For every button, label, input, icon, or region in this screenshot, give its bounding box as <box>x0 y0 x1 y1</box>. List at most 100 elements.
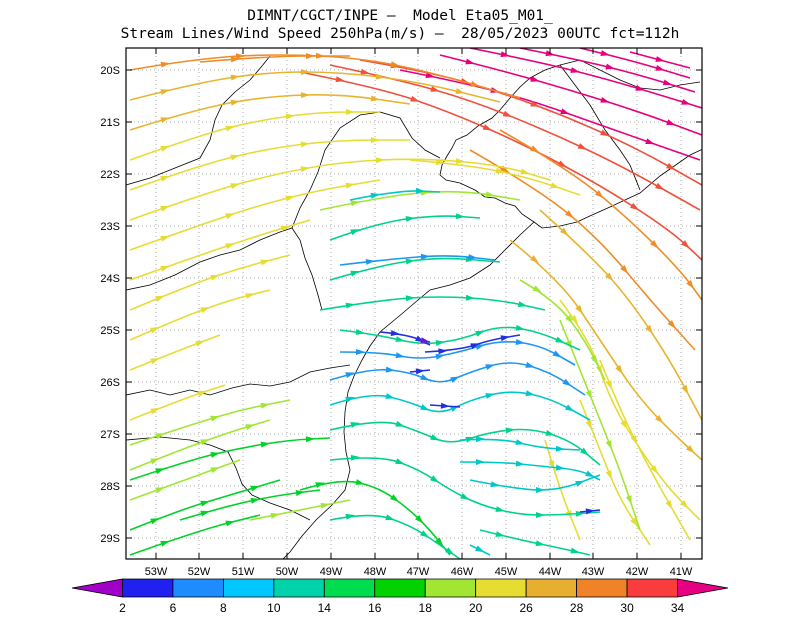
streamline-arrow <box>405 258 415 265</box>
plot-frame <box>125 47 703 560</box>
streamline-arrow <box>335 76 345 83</box>
streamline-arrow <box>490 481 500 488</box>
streamline-arrow <box>552 350 562 358</box>
state-border <box>559 64 641 191</box>
streamline-arrow <box>470 81 480 87</box>
lat-label: 20S <box>100 65 120 77</box>
streamline-arrow <box>375 73 385 80</box>
streamline-arrow <box>300 92 310 99</box>
streamline-arrow <box>230 183 240 189</box>
colorbar-label: 26 <box>519 601 533 615</box>
streamline-arrow <box>500 335 510 342</box>
streamline-arrow <box>300 141 310 148</box>
lon-label: 47W <box>407 566 430 578</box>
streamline <box>469 48 702 109</box>
streamline-arrow <box>155 468 165 475</box>
streamline-arrow <box>686 445 695 454</box>
streamline-arrow <box>495 167 505 174</box>
colorbar-label: 30 <box>620 601 634 615</box>
streamline-arrow <box>515 324 525 331</box>
streamline-arrow <box>210 467 220 474</box>
streamline-arrow <box>210 415 220 422</box>
streamline-arrow <box>575 305 583 315</box>
streamline-arrow <box>495 531 505 537</box>
colorbar-label: 14 <box>318 601 332 615</box>
streamline-arrow <box>515 460 525 467</box>
lon-label: 51W <box>232 566 255 578</box>
streamline-arrow <box>485 393 495 399</box>
streamline-arrow <box>395 420 405 427</box>
streamline-arrow <box>350 229 360 236</box>
streamline-arrow <box>455 158 465 165</box>
streamline-arrow <box>455 88 465 94</box>
colorbar-label: 8 <box>220 601 227 615</box>
state-border <box>126 364 351 396</box>
streamline-arrow <box>430 475 440 483</box>
streamline-arrow <box>155 487 165 494</box>
streamline-arrow <box>365 258 375 265</box>
streamline-arrow <box>260 402 270 409</box>
streamline-arrow <box>570 547 580 554</box>
streamline-arrow <box>655 56 665 62</box>
streamline-arrow <box>155 295 165 302</box>
streamline <box>129 111 380 161</box>
streamline-arrow <box>605 63 615 70</box>
streamline-arrow <box>595 365 602 375</box>
streamline-arrow <box>155 433 165 440</box>
streamline-arrow <box>305 436 315 443</box>
streamline <box>559 319 641 531</box>
streamline-arrow <box>210 274 220 281</box>
streamline-arrow <box>525 390 535 397</box>
streamline-arrow <box>500 51 510 58</box>
streamline-arrow <box>681 98 691 105</box>
streamline-arrow <box>485 364 495 371</box>
streamline-arrow <box>420 337 430 344</box>
streamline-arrow <box>230 99 240 106</box>
streamline-arrow <box>665 500 673 510</box>
streamline-arrow <box>600 50 610 56</box>
streamline-arrow <box>535 540 545 547</box>
streamline-arrow <box>410 95 420 102</box>
streamline-arrow <box>655 64 665 71</box>
lon-label: 52W <box>188 566 211 578</box>
streamline-arrow <box>435 340 445 346</box>
streamline-arrow <box>475 436 485 443</box>
streamline-arrow <box>395 458 405 465</box>
streamline-arrow <box>465 294 475 301</box>
streamline <box>129 437 331 481</box>
streamline-arrow <box>575 510 585 517</box>
streamline-arrow <box>385 393 395 399</box>
streamline-arrow <box>550 182 560 189</box>
colorbar-swatch <box>626 578 678 598</box>
colorbar-swatch <box>172 578 224 598</box>
streamline <box>439 54 702 136</box>
state-border <box>126 227 323 311</box>
colorbar-label: 6 <box>170 601 177 615</box>
streamline-arrow <box>475 344 485 351</box>
axis-labels: 20S 21S 22S 23S 24S 25S 26S 27S 28S 29S 53W 52W 51W 5… <box>100 65 693 578</box>
streamline-arrow <box>150 408 160 415</box>
streamline-arrow <box>225 243 235 250</box>
streamline-arrow <box>465 58 475 65</box>
streamline-arrow <box>200 500 210 507</box>
streamline-arrow <box>315 482 325 489</box>
streamline-arrow <box>600 96 610 103</box>
streamline-arrow <box>285 195 295 202</box>
streamline-arrow <box>555 336 565 344</box>
streamline-arrow <box>260 441 270 448</box>
streamline-arrow <box>370 192 380 199</box>
lon-label: 48W <box>364 566 387 578</box>
streamline-arrow <box>666 119 676 126</box>
streamline-arrow <box>445 547 455 555</box>
lat-label: 28S <box>100 481 120 493</box>
streamline-arrow <box>245 293 255 299</box>
streamline-arrow <box>450 376 460 383</box>
streamline-arrow <box>160 61 170 68</box>
streamline-arrow <box>320 502 330 509</box>
lon-label: 45W <box>495 566 518 578</box>
streamline-arrow <box>645 138 655 145</box>
streamline-arrow <box>565 210 574 219</box>
streamline-arrow <box>530 255 539 264</box>
streamline-arrow <box>245 424 255 431</box>
streamline-arrow <box>300 166 310 173</box>
